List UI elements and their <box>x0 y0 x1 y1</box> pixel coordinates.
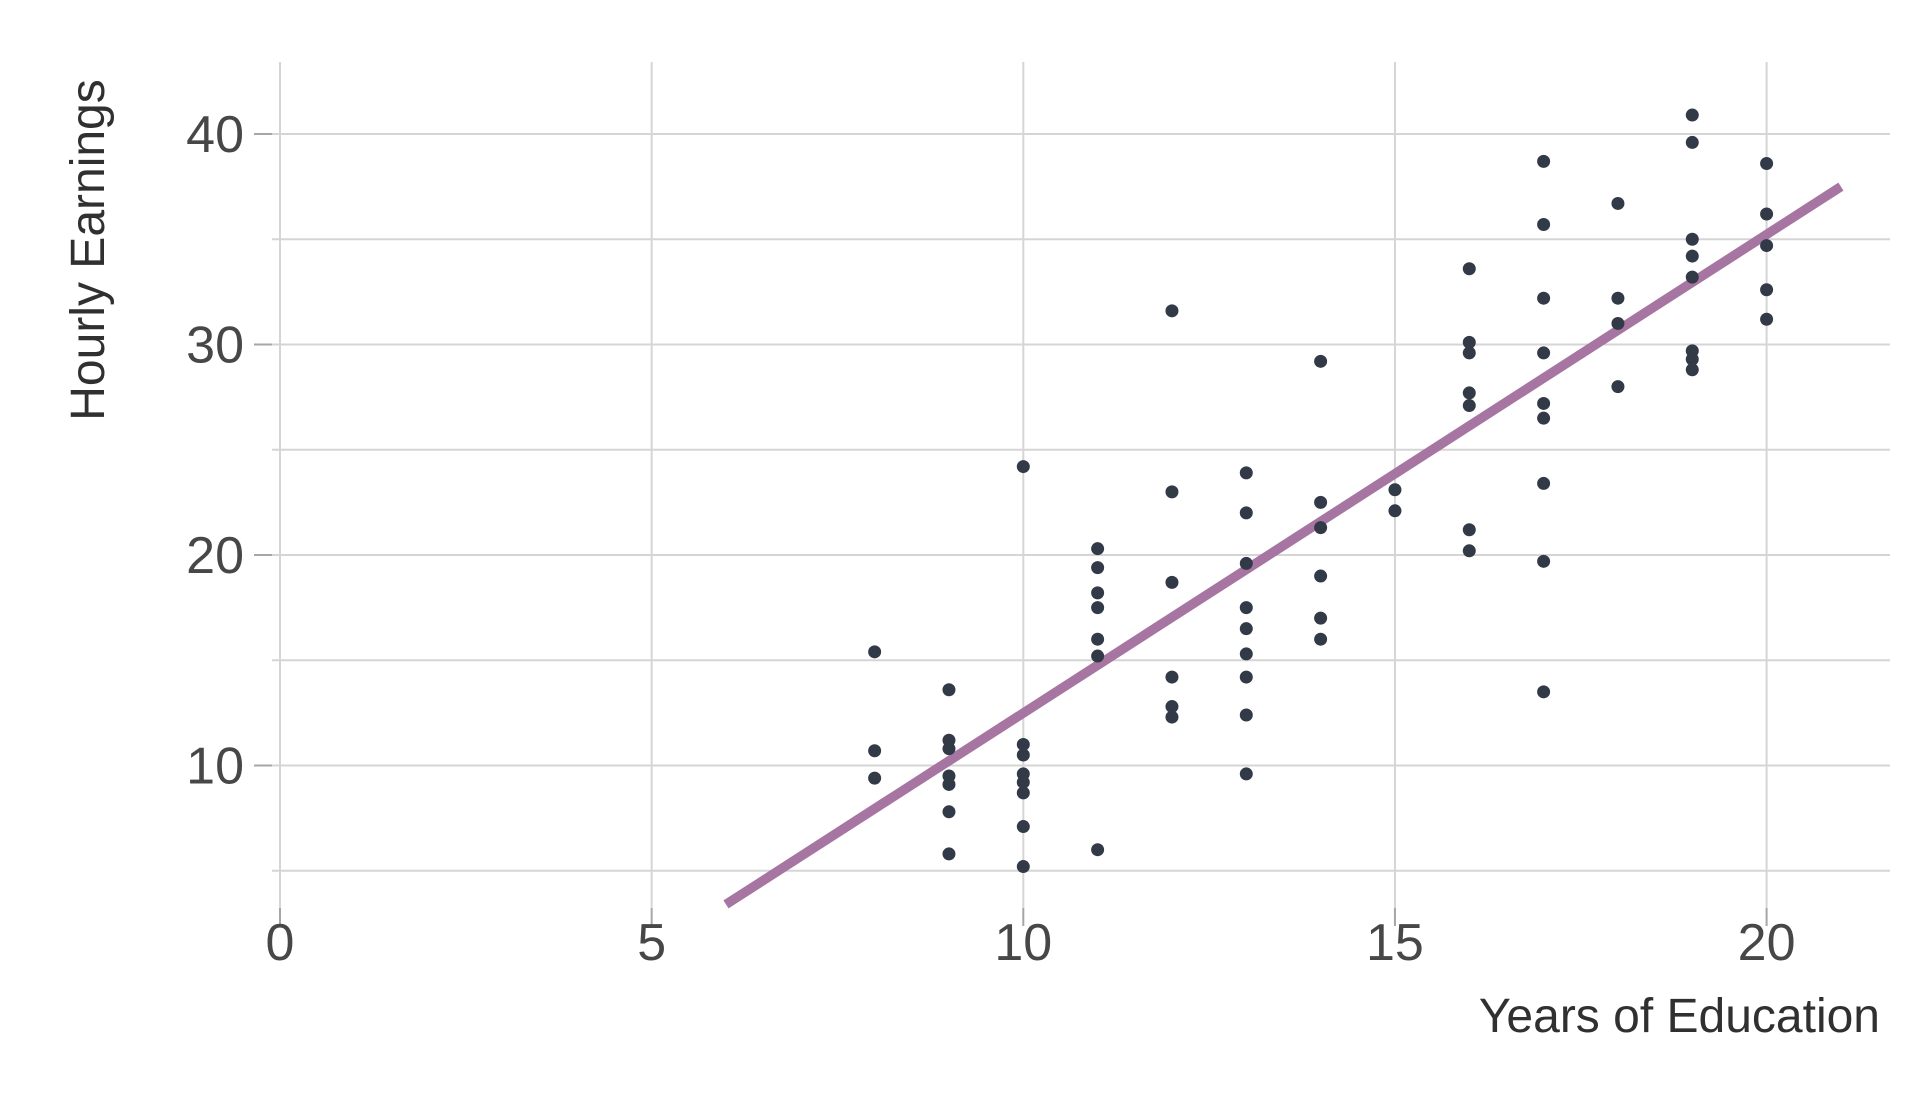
data-point <box>1314 632 1328 646</box>
data-point <box>1165 575 1179 589</box>
data-point <box>1537 154 1551 168</box>
gridlines <box>272 62 1890 908</box>
data-point <box>1685 270 1699 284</box>
data-point <box>1016 737 1030 751</box>
data-point <box>1537 554 1551 568</box>
data-point <box>1091 561 1105 575</box>
x-axis-title: Years of Education <box>1479 990 1880 1043</box>
data-point <box>1685 249 1699 263</box>
data-point <box>1239 647 1253 661</box>
y-tick-label: 20 <box>186 527 244 585</box>
data-point <box>1165 710 1179 724</box>
data-point <box>1091 649 1105 663</box>
data-point <box>1016 786 1030 800</box>
y-tick-label: 40 <box>186 106 244 164</box>
data-point <box>1239 601 1253 615</box>
regression-line-group <box>723 182 1844 909</box>
data-point <box>1462 262 1476 276</box>
data-point <box>1165 670 1179 684</box>
data-point <box>942 742 956 756</box>
data-point <box>1239 556 1253 570</box>
data-point <box>1462 544 1476 558</box>
data-point <box>1537 411 1551 425</box>
data-point <box>1016 860 1030 874</box>
data-point <box>1314 354 1328 368</box>
data-point <box>1091 586 1105 600</box>
data-point <box>942 847 956 861</box>
data-point <box>1314 495 1328 509</box>
data-point <box>1462 386 1476 400</box>
data-point <box>1165 485 1179 499</box>
data-point <box>1537 396 1551 410</box>
data-point <box>1685 352 1699 366</box>
data-point <box>1537 346 1551 360</box>
data-points-group <box>868 108 1774 874</box>
data-point <box>1611 316 1625 330</box>
data-point <box>868 744 882 758</box>
data-point <box>1239 622 1253 636</box>
data-point <box>868 645 882 659</box>
y-tick-label: 30 <box>186 317 244 375</box>
data-point <box>1537 476 1551 490</box>
data-point <box>942 805 956 819</box>
data-point <box>1239 670 1253 684</box>
data-point <box>1239 466 1253 480</box>
data-point <box>1239 767 1253 781</box>
data-point <box>1091 843 1105 857</box>
x-tick-label: 10 <box>994 914 1052 972</box>
x-tick-label: 0 <box>266 914 295 972</box>
data-point <box>1388 483 1402 497</box>
data-point <box>1165 304 1179 318</box>
data-point <box>1016 775 1030 789</box>
data-point <box>1611 380 1625 394</box>
data-point <box>1016 460 1030 474</box>
x-tick-label: 5 <box>637 914 666 972</box>
data-point <box>1537 291 1551 305</box>
data-point <box>1611 291 1625 305</box>
data-point <box>1091 601 1105 615</box>
data-point <box>1091 632 1105 646</box>
data-point <box>942 683 956 697</box>
data-point <box>1239 506 1253 520</box>
data-point <box>1760 312 1774 326</box>
data-point <box>1685 108 1699 122</box>
tick-marks <box>254 133 1768 926</box>
data-point <box>1462 399 1476 413</box>
data-point <box>1685 363 1699 377</box>
data-point <box>1462 523 1476 537</box>
data-point <box>1314 569 1328 583</box>
x-tick-label: 15 <box>1366 914 1424 972</box>
data-point <box>1091 542 1105 556</box>
data-point <box>1388 504 1402 518</box>
y-axis-title: Hourly Earnings <box>62 79 115 420</box>
data-point <box>1760 156 1774 170</box>
y-tick-label: 10 <box>186 738 244 796</box>
data-point <box>1462 335 1476 349</box>
tick-labels: 0 5 10 15 20 10 20 30 40 <box>186 106 1795 972</box>
data-point <box>1760 239 1774 253</box>
data-point <box>1685 135 1699 149</box>
data-point <box>868 771 882 785</box>
data-point <box>1314 611 1328 625</box>
data-point <box>1314 521 1328 535</box>
x-tick-label: 20 <box>1738 914 1796 972</box>
data-point <box>942 777 956 791</box>
data-point <box>1016 748 1030 762</box>
data-point <box>1016 820 1030 834</box>
data-point <box>1611 196 1625 210</box>
regression-line <box>723 182 1844 909</box>
data-point <box>1537 218 1551 232</box>
data-point <box>1685 232 1699 246</box>
data-point <box>1760 207 1774 221</box>
data-point <box>1462 346 1476 360</box>
data-point <box>1537 685 1551 699</box>
data-point <box>1165 700 1179 714</box>
data-point <box>1239 708 1253 722</box>
data-point <box>1760 283 1774 297</box>
